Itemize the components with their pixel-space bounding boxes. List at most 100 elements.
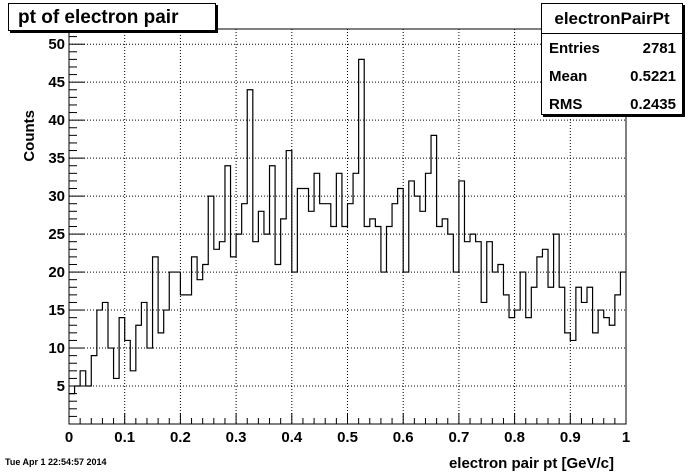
histogram-bin	[587, 287, 593, 424]
histogram-bin	[576, 287, 582, 424]
stats-entries-label: Entries	[549, 40, 600, 57]
histogram-bin	[598, 310, 604, 424]
histogram-bin	[615, 295, 621, 424]
histogram-bin	[325, 204, 331, 424]
histogram-bin	[492, 272, 498, 424]
histogram-bin	[258, 211, 264, 424]
x-tick-label: 0.8	[504, 429, 525, 446]
x-tick-label: 0.3	[226, 429, 247, 446]
tick-labels: 0 0.1 0.2 0.3 0.4 0.5 0.6 0.7 0.8 0.9 151015202530…	[48, 36, 630, 446]
histogram-bin	[570, 340, 576, 424]
histogram-bin	[515, 310, 521, 424]
histogram-bin	[309, 211, 315, 424]
y-tick-label: 40	[48, 112, 65, 129]
histogram-bin	[520, 272, 526, 424]
histogram-bin	[125, 340, 131, 424]
stats-entries-value: 2781	[642, 40, 676, 57]
stats-box: electronPairPt Entries 2781 Mean 0.5221 …	[541, 3, 683, 115]
y-tick-label: 5	[57, 378, 65, 395]
histogram-bin	[442, 219, 448, 424]
histogram-bin	[381, 272, 387, 424]
stats-row-rms: RMS 0.2435	[542, 91, 682, 119]
x-tick-label: 0.5	[337, 429, 358, 446]
histogram-bin	[559, 287, 565, 424]
histogram-bin	[403, 272, 409, 424]
stats-mean-label: Mean	[549, 68, 588, 85]
histogram-bin	[114, 378, 120, 424]
histogram-bin	[102, 302, 108, 424]
stats-histogram-name: electronPairPt	[542, 4, 682, 34]
histogram-bin	[431, 135, 437, 424]
histogram-bin	[331, 227, 337, 425]
x-axis-label: electron pair pt [GeV/c]	[449, 455, 614, 472]
x-tick-label: 1	[622, 429, 630, 446]
histogram-bin	[86, 386, 92, 424]
y-tick-label: 15	[48, 302, 65, 319]
histogram-bin	[314, 173, 320, 424]
axis-ticks	[68, 36, 627, 424]
histogram-bin	[303, 189, 309, 424]
histogram-bin	[375, 227, 381, 425]
histogram-bin	[236, 234, 242, 424]
histogram-bin	[342, 227, 348, 425]
histogram-bin	[370, 219, 376, 424]
histogram-bin	[425, 173, 431, 424]
stats-rms-label: RMS	[549, 96, 583, 113]
y-tick-label: 50	[48, 36, 65, 53]
histogram-bin	[548, 287, 554, 424]
chart-title-box: pt of electron pair	[8, 3, 216, 31]
histogram-bin	[476, 242, 482, 424]
histogram-bin	[180, 295, 186, 424]
x-tick-label: 0.4	[281, 429, 303, 446]
histogram-bin	[453, 272, 459, 424]
histogram-bin	[487, 242, 493, 424]
histogram-bin	[231, 257, 237, 424]
histogram-bin	[253, 242, 259, 424]
y-tick-label: 10	[48, 340, 65, 357]
histogram-bin	[392, 204, 398, 424]
histogram-bin	[153, 257, 159, 424]
stats-row-entries: Entries 2781	[542, 35, 682, 63]
histogram-bin	[320, 204, 326, 424]
histogram-bin	[164, 310, 170, 424]
histogram-bin	[542, 249, 548, 424]
x-tick-label: 0.6	[393, 429, 414, 446]
histogram-bin	[554, 234, 560, 424]
histogram-bin	[147, 348, 153, 424]
histogram-bin	[136, 325, 142, 424]
histogram-bin	[398, 189, 404, 424]
histogram-bin	[409, 181, 415, 424]
x-tick-label: 0.7	[448, 429, 469, 446]
histogram-bin	[75, 386, 81, 424]
histogram-bin	[609, 325, 615, 424]
histogram-bin	[464, 242, 470, 424]
y-tick-label: 35	[48, 150, 65, 167]
histogram-bin	[203, 264, 209, 424]
stats-rms-value: 0.2435	[630, 96, 676, 113]
histogram-bin	[119, 318, 125, 424]
histogram-bin	[581, 302, 587, 424]
histogram-bin	[91, 356, 97, 424]
histogram-bin	[526, 318, 532, 424]
histogram-bin	[281, 219, 287, 424]
histogram-bin	[192, 257, 198, 424]
histogram-bin	[175, 272, 181, 424]
histogram-bin	[509, 318, 515, 424]
histogram-bin	[503, 295, 509, 424]
chart-title: pt of electron pair	[18, 7, 179, 28]
histogram-bin	[208, 196, 214, 424]
x-tick-label: 0	[65, 429, 73, 446]
histogram-bin	[141, 302, 147, 424]
histogram-bin	[270, 166, 276, 424]
histogram-bin	[537, 257, 543, 424]
x-tick-label: 0.2	[170, 429, 191, 446]
histogram-bin	[158, 333, 164, 424]
histogram-bin	[481, 302, 487, 424]
histogram-bin	[620, 272, 626, 424]
x-tick-label: 0.1	[114, 429, 135, 446]
histogram-bin	[336, 173, 342, 424]
stats-mean-value: 0.5221	[630, 68, 676, 85]
histogram-bin	[108, 348, 114, 424]
histogram-bin	[297, 189, 303, 424]
